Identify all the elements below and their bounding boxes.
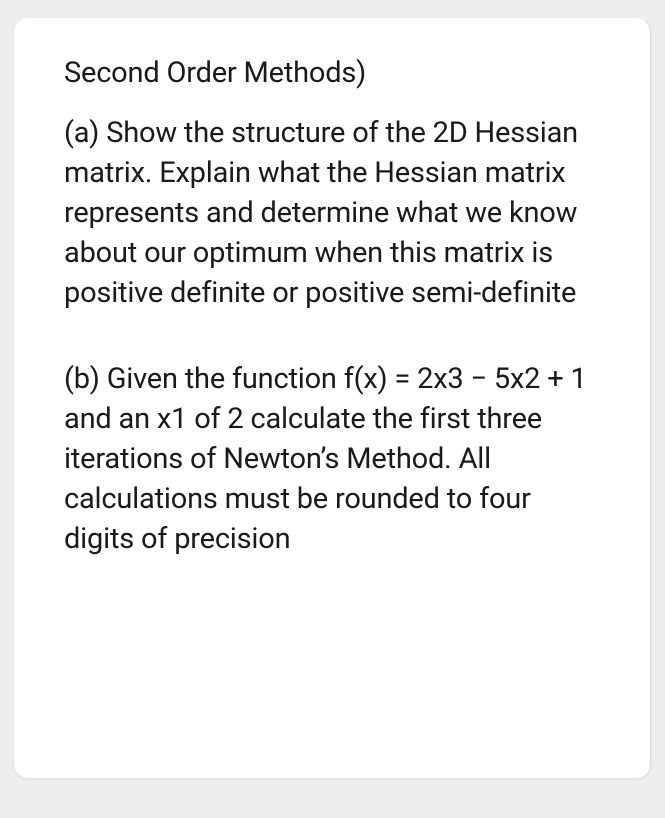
question-part-a: (a) Show the structure of the 2D Hessian… (64, 113, 604, 313)
section-title: Second Order Methods) (64, 54, 604, 93)
question-part-b: (b) Given the function f(x) = 2x3 − 5x2 … (64, 359, 604, 559)
document-card: Second Order Methods) (a) Show the struc… (14, 18, 651, 778)
